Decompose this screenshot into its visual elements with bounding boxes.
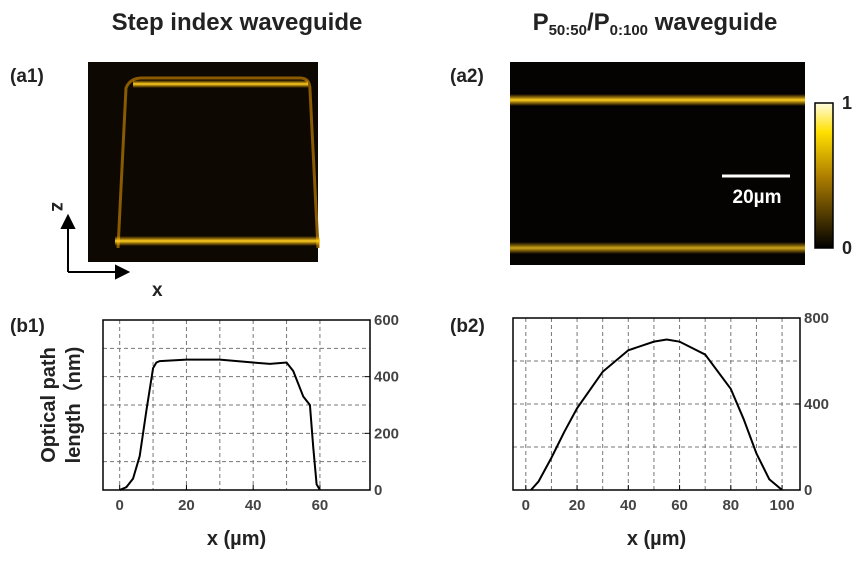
scale-bar-label: 20µm <box>733 187 782 208</box>
y-axis-label: Optical path <box>38 347 60 463</box>
title-part: 0:100 <box>610 22 648 39</box>
x-axis-label: x (µm) <box>207 528 266 550</box>
left-title: Step index waveguide <box>112 9 363 36</box>
x-tick-label: 60 <box>312 497 329 514</box>
data-line <box>531 340 782 491</box>
axis-indicator-label: x <box>152 280 163 301</box>
image-a1: 20µm <box>88 62 392 262</box>
x-tick-label: 80 <box>722 497 739 514</box>
y-tick-label: 0 <box>804 482 812 499</box>
x-tick-label: 40 <box>620 497 637 514</box>
x-tick-label: 0 <box>522 497 530 514</box>
y-tick-label: 400 <box>374 369 399 386</box>
y-tick-label: 200 <box>374 425 399 442</box>
title-part: P <box>533 9 549 36</box>
figure: Step index waveguide P50:50/P0:100 waveg… <box>0 0 858 561</box>
scale-bar-label: 20µm <box>334 184 383 205</box>
colorbar-tick-label: 0 <box>842 238 852 258</box>
x-tick-label: 20 <box>569 497 586 514</box>
title-part: waveguide <box>648 9 777 36</box>
image-a2: 20µm <box>510 62 805 265</box>
x-tick-label: 0 <box>116 497 124 514</box>
title-part: 50:50 <box>549 22 587 39</box>
title-part: /P <box>587 9 610 36</box>
panel-label: (b1) <box>10 316 45 337</box>
axis-indicator-label: z <box>47 202 68 212</box>
panel-label: (b2) <box>450 316 485 337</box>
colorbar-tick-label: 1 <box>842 93 852 113</box>
right-title: P50:50/P0:100 waveguide <box>533 9 778 39</box>
panel-label: (a2) <box>450 66 484 87</box>
x-tick-label: 40 <box>245 497 262 514</box>
y-tick-label: 0 <box>374 482 382 499</box>
x-tick-label: 100 <box>770 497 795 514</box>
x-tick-label: 60 <box>671 497 688 514</box>
y-tick-label: 600 <box>374 312 399 329</box>
y-tick-label: 400 <box>804 396 829 413</box>
x-tick-label: 20 <box>178 497 195 514</box>
x-axis-label: x (µm) <box>627 528 686 550</box>
y-axis-label: length（nm) <box>62 347 85 464</box>
panel-label: (a1) <box>10 66 44 87</box>
colorbar <box>815 103 833 248</box>
y-tick-label: 800 <box>804 310 829 327</box>
